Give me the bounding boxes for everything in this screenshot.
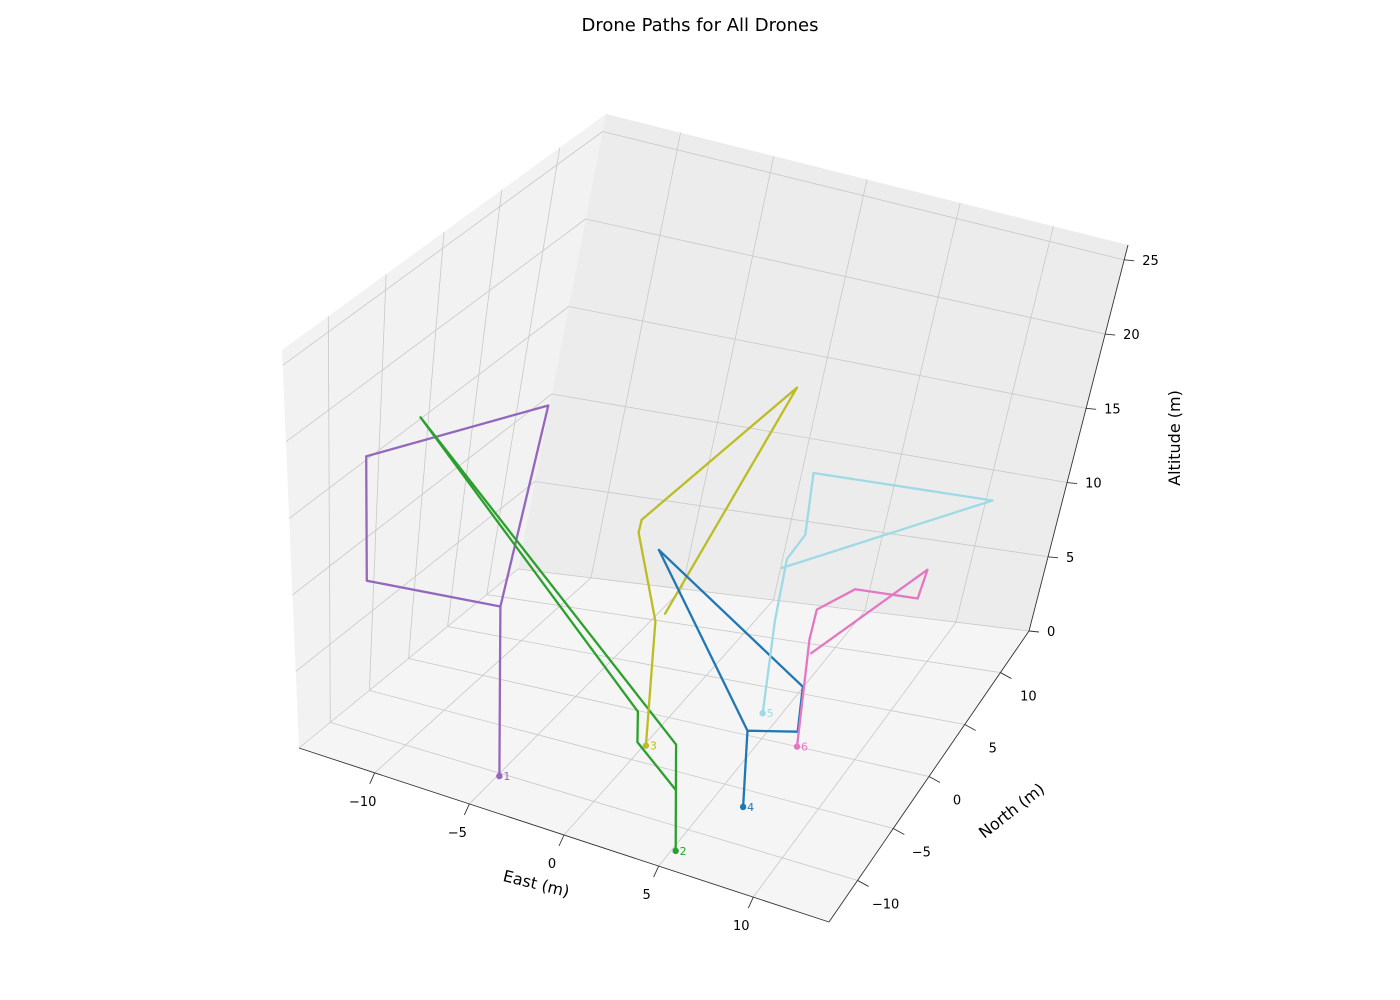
grid-line-z-left <box>282 131 603 366</box>
drone-path-line-5 <box>761 471 994 715</box>
y-tick-label: 0 <box>953 794 961 809</box>
grid-line-y-floor <box>369 690 894 829</box>
drone-start-marker-2 <box>672 847 679 855</box>
drone-path-line-2 <box>419 416 678 853</box>
drone-start-marker-6 <box>793 743 801 750</box>
drone-path-3: 3 <box>637 386 799 753</box>
grid-line-z-back <box>517 568 1030 632</box>
z-tick-mark <box>1047 556 1059 559</box>
drone-path-1: 1 <box>365 404 550 783</box>
chart-title: Drone Paths for All Drones <box>581 15 819 36</box>
grid-line-y-floor <box>408 658 930 777</box>
drone-label-4: 4 <box>747 801 754 814</box>
floor-pane <box>299 569 1029 922</box>
z-axis-label: Altitude (m) <box>1165 390 1184 486</box>
x-tick-mark <box>463 803 470 816</box>
z-tick-mark <box>1086 407 1097 410</box>
drone-path-line-3 <box>637 386 799 747</box>
y-tick-label: −10 <box>872 897 899 912</box>
z-axis-line <box>1028 244 1129 632</box>
z-tick-label: 15 <box>1104 402 1121 417</box>
x-tick-mark <box>558 834 565 847</box>
grid-line-y-wall <box>486 147 561 595</box>
drone-label-1: 1 <box>503 770 510 783</box>
grid-line-z-back <box>585 218 1106 335</box>
drone-label-6: 6 <box>801 741 808 754</box>
y-tick-mark <box>928 776 941 783</box>
grid-line-y-wall <box>447 189 503 627</box>
y-tick-mark <box>893 828 905 835</box>
drone-start-marker-1 <box>496 772 503 780</box>
left-wall-pane <box>282 114 606 748</box>
z-tick-label: 25 <box>1142 254 1159 269</box>
y-tick-mark <box>964 724 976 731</box>
z-tick-mark <box>1124 259 1135 262</box>
grid-line-z-left <box>298 568 519 749</box>
grid-line-y-floor <box>330 722 858 881</box>
x-tick-mark <box>747 896 754 909</box>
grid-line-y-floor <box>447 626 965 725</box>
z-tick-label: 20 <box>1123 328 1140 343</box>
grid-line-z-back <box>551 393 1068 483</box>
back-wall-pane <box>518 114 1128 631</box>
drone-path-line-6 <box>795 568 929 748</box>
drone-path-line-1 <box>365 404 550 778</box>
y-tick-mark <box>1000 672 1012 679</box>
z-tick-mark <box>1028 630 1040 633</box>
drone-label-3: 3 <box>650 740 657 753</box>
grid-line-x-wall <box>864 202 961 612</box>
grid-line-y-floor <box>486 594 1001 673</box>
x-tick-label: 0 <box>548 857 556 872</box>
z-tick-label: 0 <box>1047 625 1055 640</box>
axis-grid <box>282 131 1125 898</box>
grid-line-z-back <box>534 481 1049 558</box>
drone-start-marker-5 <box>759 710 766 717</box>
drone-path-5: 5 <box>759 471 994 720</box>
z-tick-label: 10 <box>1085 477 1102 492</box>
y-tick-label: −5 <box>912 845 931 860</box>
y-tick-label: 5 <box>989 742 997 757</box>
axis-panes <box>282 114 1128 922</box>
z-tick-mark <box>1105 333 1116 336</box>
drone-start-marker-3 <box>642 742 650 749</box>
grid-line-z-back <box>568 306 1087 409</box>
drone-label-5: 5 <box>767 707 774 720</box>
grid-line-z-left <box>285 218 586 443</box>
z-tick-label: 5 <box>1066 551 1074 566</box>
x-tick-label: 5 <box>643 888 651 903</box>
grid-line-y-wall <box>368 274 387 691</box>
grid-line-x-wall <box>681 156 775 590</box>
grid-line-x-wall <box>773 179 868 601</box>
x-tick-mark <box>369 772 376 785</box>
grid-line-z-left <box>292 393 553 596</box>
drone-label-2: 2 <box>680 845 687 858</box>
z-tick-mark <box>1067 482 1078 484</box>
grid-line-x-wall <box>955 226 1054 623</box>
x-axis-label: East (m) <box>501 866 571 901</box>
y-tick-label: 10 <box>1020 690 1037 705</box>
x-tick-label: −10 <box>349 795 376 810</box>
grid-line-z-left <box>288 306 570 519</box>
grid-line-x-wall <box>590 132 681 578</box>
x-tick-label: −5 <box>448 826 467 841</box>
y-axis-label: North (m) <box>975 779 1048 842</box>
x-tick-mark <box>653 865 660 878</box>
x-tick-label: 10 <box>733 919 750 934</box>
drone-path-2: 2 <box>419 416 687 858</box>
grid-line-z-back <box>602 131 1125 261</box>
series-group: 1 2 3 4 5 6 <box>365 386 994 858</box>
y-tick-mark <box>857 880 869 887</box>
grid-line-y-wall <box>327 316 331 723</box>
grid-line-y-wall <box>408 231 445 659</box>
drone-path-6: 6 <box>793 568 929 754</box>
drone-start-marker-4 <box>739 803 747 811</box>
